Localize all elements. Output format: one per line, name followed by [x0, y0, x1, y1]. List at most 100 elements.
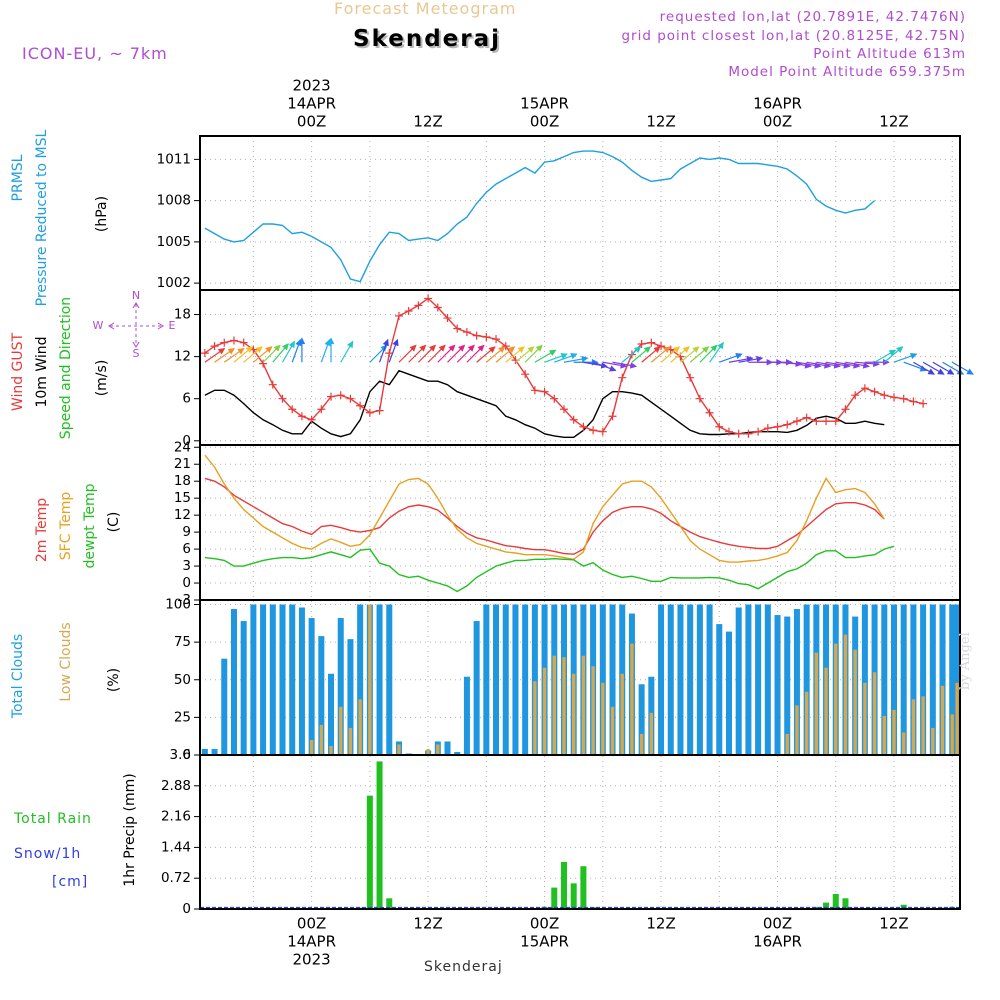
- low-cloud-bar: [319, 724, 324, 755]
- time-label-hour-top: 00Z: [297, 113, 326, 131]
- data-layer: [200, 150, 974, 910]
- wind-arrow-head: [663, 346, 671, 354]
- requested-coords: requested lon,lat (20.7891E, 42.7476N): [659, 9, 966, 25]
- gust-marker: [550, 394, 559, 403]
- total-cloud-bar: [910, 604, 917, 755]
- wind-arrow-head: [643, 346, 652, 354]
- wind-arrow: [534, 349, 557, 363]
- time-label-hour-top: 12Z: [413, 113, 442, 131]
- wind-arrow: [379, 338, 389, 363]
- time-label-year-bottom: 2023: [293, 951, 331, 969]
- rain-bar: [386, 898, 393, 909]
- gust-marker: [424, 294, 433, 303]
- wind-arrow-head: [692, 346, 700, 354]
- gust-marker: [336, 391, 345, 400]
- y-tick-label: 0.72: [161, 870, 191, 886]
- total-cloud-bar: [881, 604, 888, 755]
- wind-arrow-head: [255, 346, 263, 354]
- low-cloud-bar: [610, 706, 615, 755]
- wind-arrow-head: [237, 347, 245, 355]
- wind-10m-label: 10m Wind: [34, 336, 50, 408]
- wind-arrow-head: [245, 346, 254, 354]
- low-cloud-bar: [572, 673, 576, 755]
- rain-bar: [560, 861, 567, 909]
- total-cloud-bar: [386, 604, 393, 755]
- gust-marker: [783, 420, 792, 429]
- total-cloud-bar: [260, 604, 267, 755]
- low-cloud-bar: [552, 655, 556, 755]
- total-cloud-bar: [328, 673, 335, 755]
- gust-marker: [822, 417, 831, 426]
- gust-marker: [210, 342, 219, 351]
- gust-marker: [404, 307, 413, 316]
- low-cloud-bar: [562, 657, 566, 755]
- low-cloud-bar: [368, 604, 372, 755]
- time-label-date-bottom: 14APR: [287, 933, 336, 951]
- gust-marker: [579, 422, 588, 431]
- gust-marker: [492, 335, 501, 344]
- wind-arrow-head: [946, 368, 955, 375]
- total-cloud-bar: [716, 624, 723, 755]
- total-cloud-bar: [201, 748, 208, 755]
- rain-bar: [376, 761, 383, 909]
- wind-arrow-head: [273, 344, 281, 352]
- gust-marker: [259, 359, 268, 368]
- gust-marker: [501, 342, 510, 351]
- gust-marker: [860, 384, 869, 393]
- total-cloud-bar: [696, 604, 703, 755]
- wind-arrow-head: [862, 362, 871, 369]
- gust-marker: [763, 424, 772, 433]
- location-title: Skenderaj: [353, 26, 502, 52]
- y-tick-label: 0: [182, 747, 191, 763]
- watermark: by Angel: [958, 632, 973, 690]
- wind-arrow: [298, 337, 306, 363]
- wind-arrow-head: [702, 346, 710, 354]
- total-cloud-bar: [900, 604, 907, 755]
- gust-marker: [715, 422, 724, 431]
- wind-arrow-head: [735, 352, 743, 360]
- gust-marker: [365, 408, 374, 417]
- gust-marker: [394, 311, 403, 320]
- gust-marker: [540, 387, 549, 396]
- low-cloud-bar: [911, 699, 916, 755]
- gust-marker: [637, 340, 646, 349]
- rain-bar: [823, 902, 830, 909]
- low-cloud-bar: [591, 666, 595, 755]
- rain-bar: [832, 894, 839, 909]
- total-cloud-bar: [929, 604, 936, 755]
- dewpt-line: [204, 545, 895, 593]
- low-cloud-bar: [902, 732, 906, 755]
- wind-arrow: [612, 361, 638, 369]
- rain-bar: [551, 887, 558, 909]
- wind-arrow: [738, 355, 764, 363]
- y-tick-label: 1005: [157, 234, 191, 250]
- grid-layer: [200, 136, 960, 909]
- wind-arrow-head: [710, 344, 718, 352]
- gust-marker: [841, 405, 850, 414]
- wind-arrow: [388, 338, 399, 363]
- wind-arrow-head: [477, 344, 485, 352]
- pressure-unit: (hPa): [94, 195, 110, 233]
- wind-arrow: [670, 346, 690, 363]
- low-cloud-bar: [620, 673, 624, 755]
- gust-marker: [802, 413, 811, 422]
- total-cloud-bar: [269, 604, 276, 755]
- time-label-hour-top: 12Z: [879, 113, 908, 131]
- y-tick-label: 3.6: [170, 747, 191, 763]
- time-label-date-top: 15APR: [520, 95, 569, 113]
- gust-marker: [200, 349, 209, 358]
- low-cloud-bar: [955, 682, 959, 755]
- low-cloud-bar: [795, 705, 799, 755]
- gust-marker: [239, 338, 248, 347]
- wind-arrow: [951, 361, 974, 375]
- axis-layer: 1002100510081011061218-30369121518212402…: [93, 77, 909, 969]
- total-cloud-bar: [444, 741, 451, 755]
- gust-marker: [734, 429, 743, 438]
- wind-arrow: [447, 344, 466, 363]
- total-cloud-bar: [531, 604, 538, 755]
- total-cloud-bar: [638, 684, 645, 755]
- model-label: ICON-EU, ~ 7km: [22, 44, 168, 63]
- total-cloud-bar: [308, 618, 315, 755]
- low-cloud-bar: [882, 715, 886, 755]
- low-cloud-bar: [834, 643, 838, 755]
